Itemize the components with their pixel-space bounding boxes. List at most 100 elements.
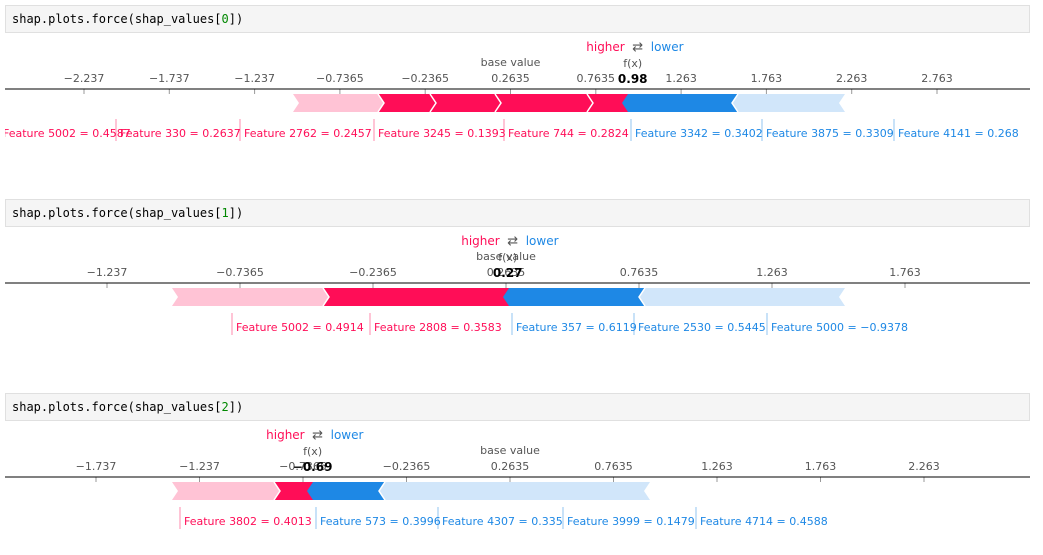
svg-text:Feature 5002 = 0.4914: Feature 5002 = 0.4914 <box>236 321 364 334</box>
axis-tick-label: 2.263 <box>836 72 868 85</box>
svg-text:Feature 3875 = 0.3309: Feature 3875 = 0.3309 <box>766 127 894 140</box>
fx-value: 0.98 <box>618 72 648 86</box>
axis-tick-label: 0.2635 <box>487 266 526 279</box>
axis-tick-label: 2.263 <box>908 460 940 473</box>
svg-text:Feature 573 = 0.3996: Feature 573 = 0.3996 <box>320 515 441 528</box>
positive-feature-label: Feature 2808 = 0.3583 <box>369 313 502 335</box>
negative-feature-label: Feature 4141 = 0.268 <box>893 119 1019 141</box>
axis-tick-label: −1.237 <box>87 266 128 279</box>
svg-text:Feature 2530 = 0.5445: Feature 2530 = 0.5445 <box>638 321 766 334</box>
base-value-label: base value <box>481 56 541 69</box>
code-index-number: 0 <box>221 12 229 26</box>
axis-tick-label: −1.237 <box>234 72 275 85</box>
positive-force-segment <box>430 94 501 112</box>
negative-feature-label: Feature 357 = 0.6119 <box>511 313 637 335</box>
positive-force-segment <box>495 94 593 112</box>
axis-tick-label: −0.7365 <box>316 72 364 85</box>
negative-force-segment <box>307 482 385 500</box>
legend-higher-label: higher <box>586 40 625 54</box>
axis-tick-label: −2.237 <box>64 72 105 85</box>
axis-tick-label: 0.2635 <box>491 72 530 85</box>
code-text: shap.plots.force(shap_values[ <box>12 12 222 26</box>
positive-feature-label: Feature 2762 = 0.2457 <box>239 119 372 141</box>
svg-text:Feature 5000 = −0.9378: Feature 5000 = −0.9378 <box>771 321 908 334</box>
axis-tick-label: 0.7635 <box>620 266 659 279</box>
chevron-left-icon <box>638 287 646 307</box>
chevron-left-icon <box>378 481 386 501</box>
legend-lower-label: lower <box>526 234 559 248</box>
svg-text:Feature 4307 = 0.335: Feature 4307 = 0.335 <box>442 515 563 528</box>
positive-force-segment <box>172 288 329 306</box>
base-value-label: base value <box>476 250 536 263</box>
code-text: shap.plots.force(shap_values[ <box>12 206 222 220</box>
swap-arrows-icon: ⇄ <box>632 40 643 55</box>
negative-force-segment <box>639 288 845 306</box>
negative-force-segment <box>379 482 650 500</box>
code-text-suffix: ]) <box>228 400 244 414</box>
negative-force-segment <box>622 94 738 112</box>
axis-tick-label: −0.7365 <box>216 266 264 279</box>
chevron-right-icon <box>377 93 385 113</box>
svg-text:Feature 330 = 0.2637: Feature 330 = 0.2637 <box>120 127 241 140</box>
code-cell-input[interactable]: shap.plots.force(shap_values[2]) <box>5 393 1030 421</box>
force-legend: higher ⇄ lower <box>586 40 683 55</box>
chevron-right-icon <box>322 287 330 307</box>
fx-label: f(x) <box>623 57 642 70</box>
svg-text:Feature 3802 = 0.4013: Feature 3802 = 0.4013 <box>184 515 312 528</box>
negative-feature-label: Feature 4307 = 0.335 <box>437 507 563 529</box>
code-cell-input[interactable]: shap.plots.force(shap_values[1]) <box>5 199 1030 227</box>
negative-force-segment <box>732 94 845 112</box>
negative-feature-label: Feature 3999 = 0.1479 <box>562 507 695 529</box>
swap-arrows-icon: ⇄ <box>507 234 518 249</box>
axis-tick-label: 0.2635 <box>491 460 530 473</box>
negative-feature-label: Feature 3875 = 0.3309 <box>761 119 894 141</box>
axis-tick-label: 2.763 <box>921 72 953 85</box>
chevron-left-icon <box>731 93 739 113</box>
axis-tick-label: −0.2365 <box>349 266 397 279</box>
svg-text:Feature 5002 = 0.4587: Feature 5002 = 0.4587 <box>5 127 131 140</box>
legend-higher-label: higher <box>461 234 500 248</box>
code-text: shap.plots.force(shap_values[ <box>12 400 222 414</box>
code-index-number: 2 <box>221 400 229 414</box>
swap-arrows-icon: ⇄ <box>312 428 323 443</box>
code-text-suffix: ]) <box>228 12 244 26</box>
axis-tick-label: 1.263 <box>756 266 788 279</box>
axis-tick-label: 1.263 <box>665 72 697 85</box>
positive-force-segment <box>274 482 319 500</box>
negative-feature-label: Feature 4714 = 0.4588 <box>695 507 828 529</box>
code-text-suffix: ]) <box>228 206 244 220</box>
fx-label: f(x) <box>498 251 517 264</box>
code-cell-input[interactable]: shap.plots.force(shap_values[0]) <box>5 5 1030 33</box>
axis-tick-label: −0.2365 <box>383 460 431 473</box>
svg-text:Feature 3999 = 0.1479: Feature 3999 = 0.1479 <box>567 515 695 528</box>
axis-tick-label: −0.7365 <box>279 460 327 473</box>
legend-higher-label: higher <box>266 428 305 442</box>
axis-tick-label: 0.7635 <box>594 460 633 473</box>
svg-text:Feature 744 = 0.2824: Feature 744 = 0.2824 <box>508 127 629 140</box>
positive-force-segment <box>172 482 280 500</box>
axis-tick-label: −1.737 <box>76 460 117 473</box>
svg-text:Feature 357 = 0.6119: Feature 357 = 0.6119 <box>516 321 637 334</box>
fx-value: 0.27 <box>493 266 523 280</box>
axis-tick-label: 1.763 <box>889 266 921 279</box>
negative-force-segment <box>503 288 645 306</box>
positive-feature-label: Feature 3802 = 0.4013 <box>179 507 312 529</box>
code-index-number: 1 <box>221 206 229 220</box>
shap-force-plot: higher ⇄ lower base value f(x) −1.737 −1.237 −0… <box>5 428 1030 529</box>
negative-feature-label: Feature 573 = 0.3996 <box>315 507 441 529</box>
axis-tick-label: 1.763 <box>751 72 783 85</box>
svg-text:Feature 3342 = 0.3402: Feature 3342 = 0.3402 <box>635 127 763 140</box>
chevron-right-icon <box>273 481 281 501</box>
chevron-right-icon <box>494 93 502 113</box>
chevron-right-icon <box>586 93 594 113</box>
chevron-right-icon <box>429 93 437 113</box>
force-legend: higher ⇄ lower <box>461 234 558 249</box>
positive-force-segment <box>293 94 384 112</box>
svg-text:Feature 4714 = 0.4588: Feature 4714 = 0.4588 <box>700 515 828 528</box>
svg-text:Feature 4141 = 0.268: Feature 4141 = 0.268 <box>898 127 1019 140</box>
svg-text:Feature 2808 = 0.3583: Feature 2808 = 0.3583 <box>374 321 502 334</box>
legend-lower-label: lower <box>331 428 364 442</box>
positive-feature-label: Feature 330 = 0.2637 <box>115 119 241 141</box>
svg-text:Feature 2762 = 0.2457: Feature 2762 = 0.2457 <box>244 127 372 140</box>
